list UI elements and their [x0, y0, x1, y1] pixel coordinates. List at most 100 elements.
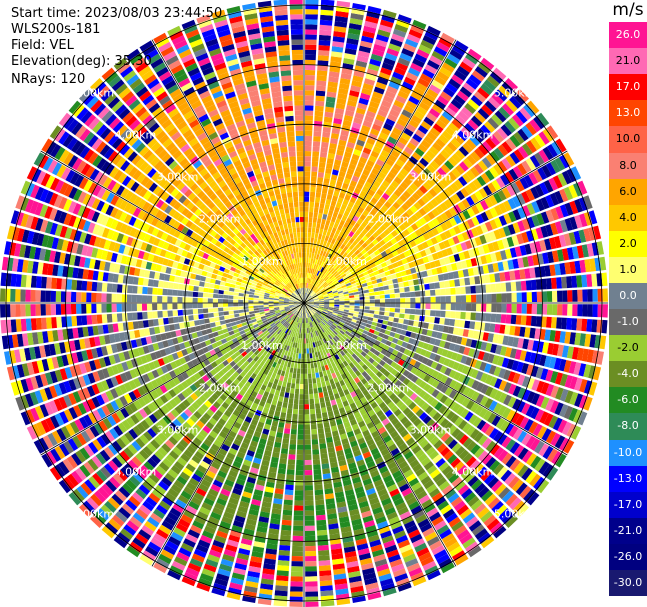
velocity-gate [383, 316, 389, 321]
velocity-gate [505, 493, 518, 507]
velocity-gate [328, 293, 334, 297]
velocity-gate [477, 144, 489, 156]
velocity-gate [315, 504, 325, 511]
velocity-gate [318, 162, 326, 168]
velocity-gate [360, 425, 368, 433]
velocity-gate [493, 67, 507, 80]
velocity-gate [316, 514, 326, 521]
velocity-gate [239, 330, 246, 335]
velocity-gate [317, 428, 324, 434]
velocity-gate [330, 325, 336, 330]
velocity-gate [406, 389, 414, 398]
velocity-gate [385, 158, 395, 167]
velocity-gate [135, 452, 146, 464]
velocity-gate [355, 258, 362, 265]
velocity-gate [509, 152, 521, 165]
velocity-gate [304, 444, 311, 450]
velocity-gate [390, 521, 402, 530]
velocity-gate [333, 573, 347, 580]
velocity-gate [247, 333, 253, 339]
velocity-gate [404, 286, 410, 292]
velocity-gate [349, 295, 355, 298]
velocity-gate [514, 269, 521, 280]
velocity-gate [398, 334, 405, 341]
velocity-gate [351, 80, 362, 88]
velocity-gate [403, 250, 411, 258]
velocity-gate [290, 388, 295, 394]
velocity-gate [228, 497, 239, 506]
velocity-gate [489, 443, 501, 456]
velocity-gate [311, 309, 316, 314]
velocity-gate [79, 447, 91, 460]
velocity-gate [566, 317, 573, 330]
velocity-gate [369, 58, 382, 67]
velocity-gate [245, 580, 259, 588]
velocity-gate [278, 348, 284, 354]
velocity-gate [357, 548, 370, 556]
velocity-gate [355, 341, 362, 348]
velocity-gate [551, 141, 563, 155]
velocity-gate [389, 293, 396, 299]
velocity-gate [456, 190, 465, 201]
velocity-gate [489, 71, 504, 84]
velocity-gate [318, 260, 323, 266]
velocity-gate [355, 267, 361, 273]
velocity-gate [346, 38, 359, 46]
velocity-gate [351, 246, 358, 253]
velocity-gate [205, 493, 217, 502]
velocity-gate [277, 468, 286, 475]
velocity-gate [343, 421, 351, 429]
velocity-gate [579, 379, 588, 393]
velocity-gate [307, 317, 310, 323]
velocity-gate [138, 408, 148, 419]
velocity-gate [271, 315, 277, 319]
velocity-gate [396, 339, 404, 346]
velocity-gate [568, 232, 577, 245]
velocity-gate [321, 321, 326, 326]
velocity-gate [315, 319, 319, 325]
velocity-gate [142, 373, 151, 383]
velocity-gate [203, 563, 217, 573]
velocity-gate [370, 276, 377, 281]
velocity-gate [347, 256, 353, 263]
velocity-gate [337, 375, 343, 382]
velocity-gate [446, 53, 461, 65]
velocity-gate [420, 475, 432, 486]
velocity-gate [319, 303, 325, 305]
velocity-gate [589, 258, 597, 272]
velocity-gate [265, 386, 271, 393]
velocity-gate [297, 424, 304, 430]
velocity-gate [429, 84, 441, 95]
velocity-gate [471, 380, 480, 390]
velocity-gate [306, 317, 309, 323]
velocity-gate [492, 355, 500, 365]
velocity-gate [283, 376, 288, 383]
velocity-gate [356, 107, 366, 115]
velocity-gate [302, 308, 304, 314]
velocity-gate [142, 550, 156, 562]
velocity-gate [427, 536, 440, 547]
velocity-gate [96, 382, 105, 393]
velocity-gate [321, 412, 328, 418]
velocity-gate [230, 401, 238, 409]
velocity-gate [271, 331, 277, 337]
velocity-gate [406, 364, 414, 372]
velocity-gate [305, 581, 318, 587]
velocity-gate [309, 316, 313, 322]
velocity-gate [326, 289, 332, 293]
velocity-gate [412, 352, 420, 360]
velocity-gate [218, 344, 225, 351]
velocity-gate [475, 393, 485, 404]
velocity-gate [405, 160, 415, 169]
velocity-gate [526, 453, 537, 466]
velocity-gate [337, 454, 346, 462]
velocity-gate [350, 440, 358, 448]
velocity-gate [372, 180, 381, 188]
velocity-gate [500, 469, 512, 482]
velocity-gate [206, 388, 214, 396]
velocity-gate [132, 388, 142, 399]
velocity-gate [459, 508, 473, 520]
velocity-gate [437, 167, 447, 177]
velocity-gate [474, 528, 488, 540]
